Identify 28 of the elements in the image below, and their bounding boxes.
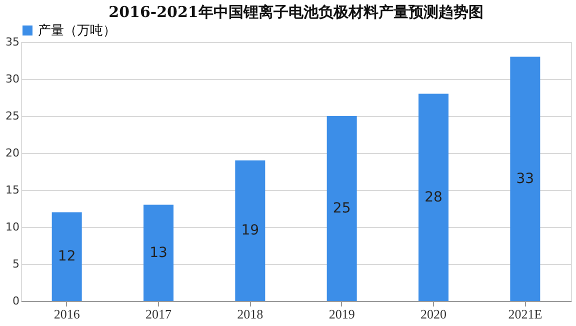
chart-title: 2016-2021年中国锂离子电池负极材料产量预测趋势图 <box>108 3 484 21</box>
data-label: 25 <box>332 200 351 216</box>
x-tick-label: 2020 <box>420 306 446 322</box>
bar <box>326 116 357 301</box>
x-tick-label: 2018 <box>237 306 264 322</box>
bar <box>235 160 266 301</box>
data-label: 19 <box>241 222 260 239</box>
y-tick-label: 0 <box>12 294 20 308</box>
bar <box>510 56 540 301</box>
bar <box>144 204 174 301</box>
y-tick-label: 20 <box>6 146 20 160</box>
y-tick-label: 10 <box>6 220 20 234</box>
y-tick-label: 5 <box>12 258 20 270</box>
bar <box>418 94 448 301</box>
x-tick-label: 2016 <box>54 306 80 322</box>
y-tick-label: 25 <box>6 110 20 122</box>
y-tick-label: 30 <box>6 72 20 86</box>
bar <box>52 212 82 301</box>
x-tick-label: 2019 <box>328 306 355 322</box>
x-tick-label: 2021E <box>508 306 542 322</box>
legend-label: 产量（万吨） <box>38 24 116 38</box>
y-tick-label: 15 <box>6 184 20 196</box>
x-tick-label: 2017 <box>146 306 172 322</box>
data-label: 28 <box>424 189 442 206</box>
data-label: 13 <box>150 244 168 261</box>
data-label: 33 <box>516 170 534 187</box>
data-label: 12 <box>58 248 76 265</box>
y-tick-label: 35 <box>6 36 20 48</box>
